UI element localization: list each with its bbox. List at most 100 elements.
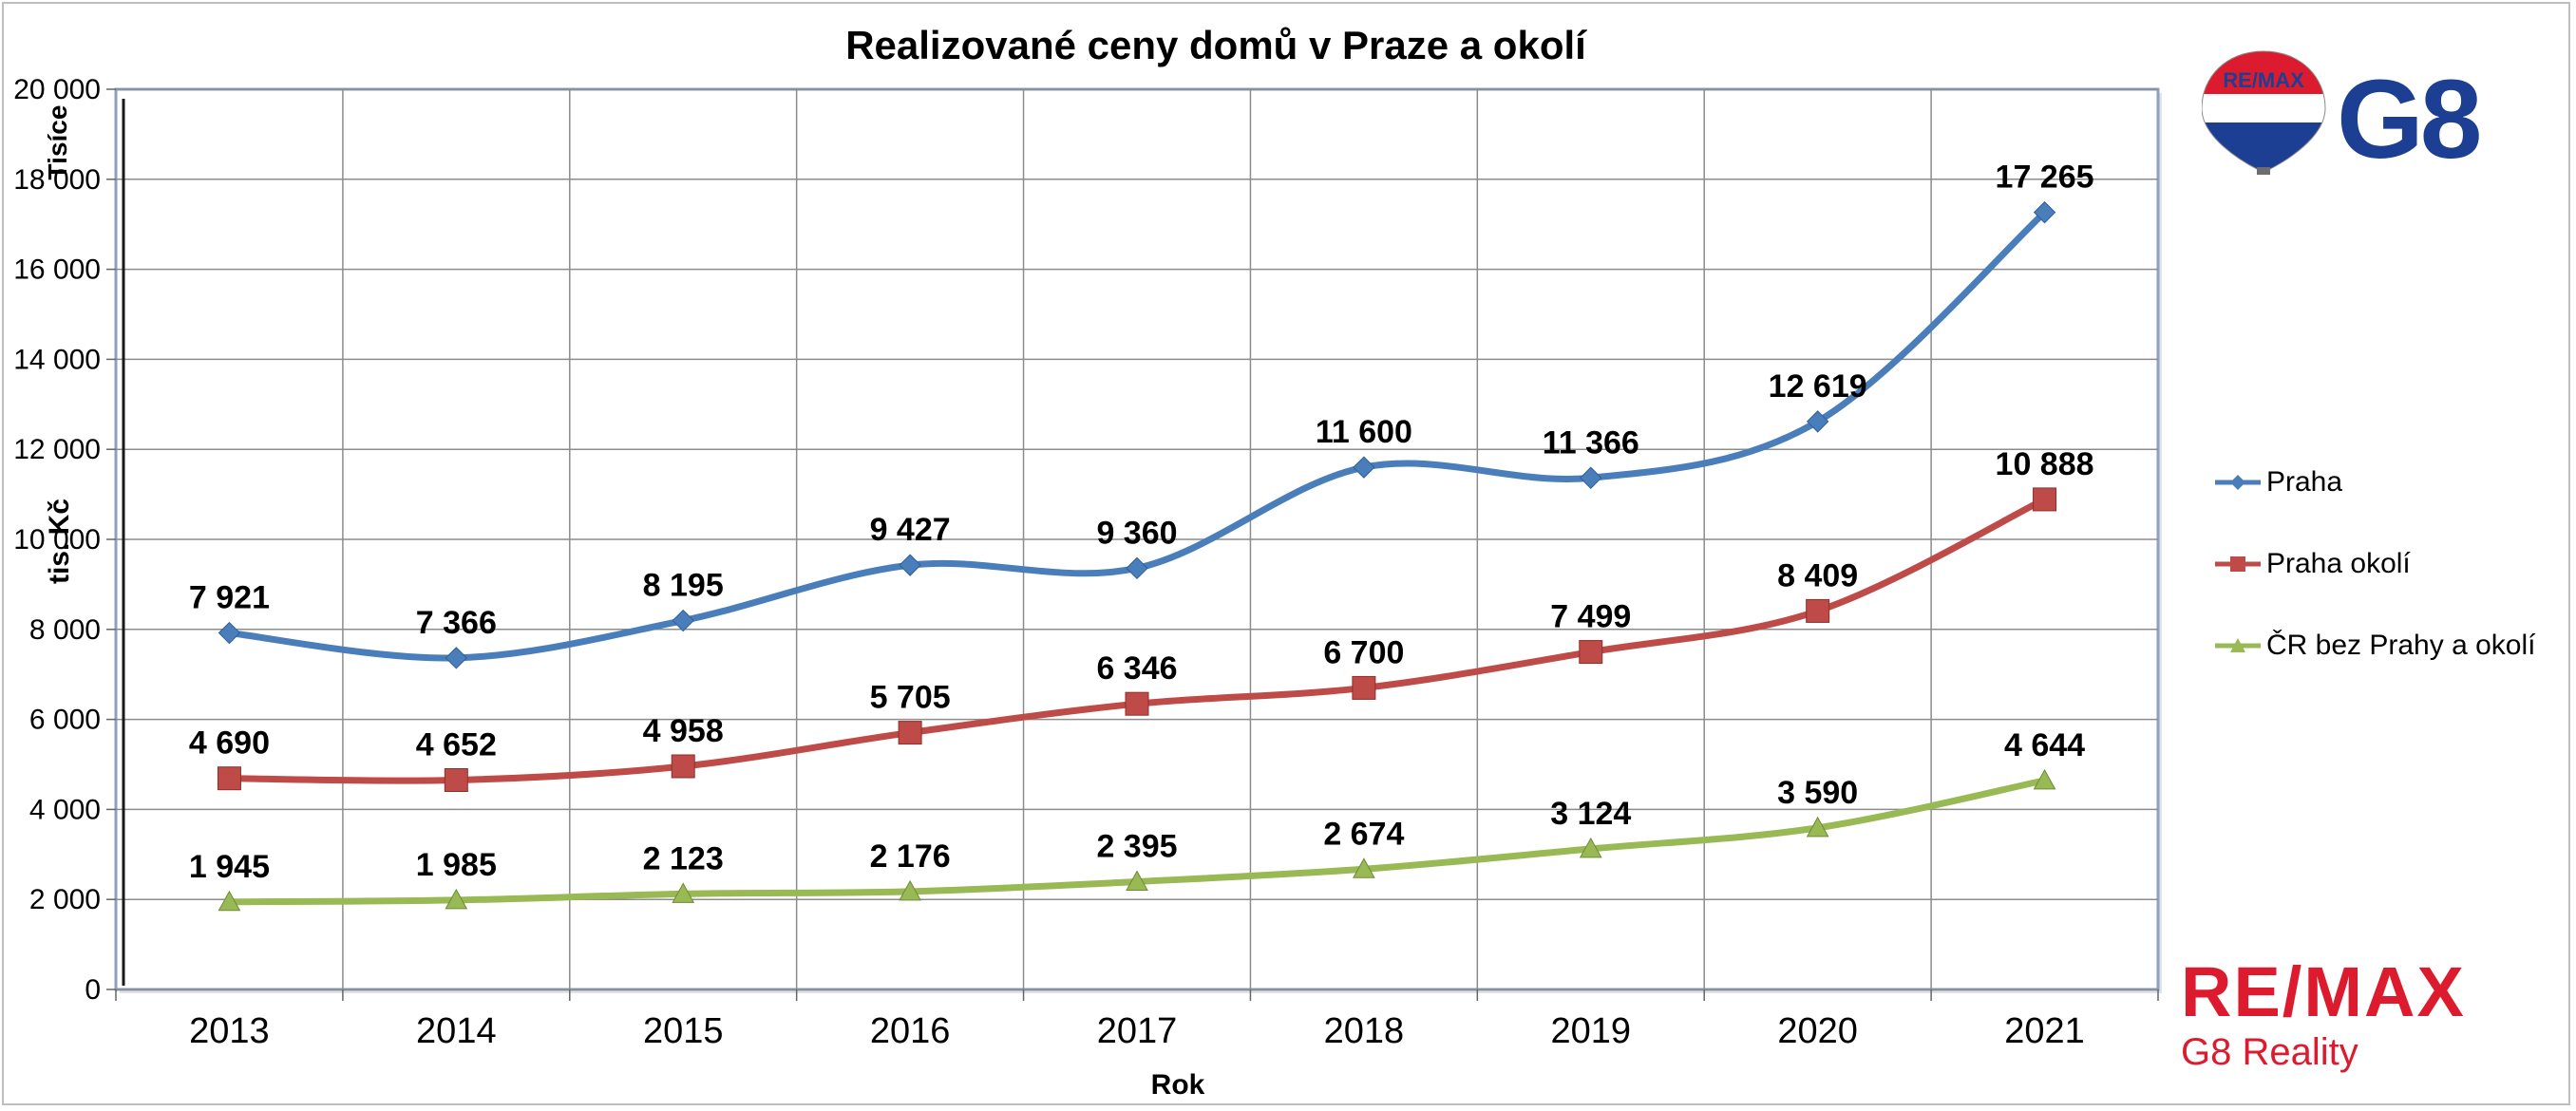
data-label: 5 705 xyxy=(870,680,951,716)
legend-label: Praha okolí xyxy=(2266,548,2411,579)
data-point xyxy=(671,754,695,779)
data-label: 2 123 xyxy=(643,840,724,876)
legend-label: ČR bez Prahy a okolí xyxy=(2266,630,2536,661)
data-point xyxy=(217,766,241,791)
data-label: 12 619 xyxy=(1769,368,1867,405)
data-label: 7 366 xyxy=(416,605,497,641)
data-point xyxy=(1126,556,1148,580)
balloon-remax-text: RE/MAX xyxy=(2223,68,2304,92)
y-tick-label: 10 000 xyxy=(13,524,101,556)
series-line xyxy=(225,209,2049,662)
x-axis-title: Rok xyxy=(1151,1069,1205,1101)
data-point xyxy=(2033,768,2056,790)
data-point xyxy=(445,647,468,669)
chart-title: Realizované ceny domů v Praze a okolí xyxy=(845,23,1587,67)
y-unit-label: Tisíce xyxy=(43,105,72,180)
y-tick-label: 20 000 xyxy=(13,74,101,105)
data-point xyxy=(1353,456,1375,479)
legend-item: Praha okolí xyxy=(2213,545,2411,583)
x-tick-label: 2014 xyxy=(416,1011,497,1051)
series-0: 7 921 7 366 8 195 9 427 9 360 11 600 11 366 12 … xyxy=(189,160,2094,669)
legend-marker xyxy=(2230,475,2245,490)
series-2: 1 945 1 985 2 123 2 176 2 395 2 674 3 124 3 590… xyxy=(189,727,2085,912)
data-point xyxy=(218,621,241,645)
data-point xyxy=(672,882,695,903)
data-point xyxy=(1353,857,1375,878)
data-point xyxy=(445,888,468,910)
y-tick-label: 6 000 xyxy=(29,705,101,736)
legend-swatch xyxy=(2215,638,2261,652)
remax-subtitle: G8 Reality xyxy=(2181,1031,2358,1073)
y-tick-label: 16 000 xyxy=(13,254,101,286)
data-label: 11 600 xyxy=(1316,414,1412,450)
data-point xyxy=(1580,466,1602,489)
data-label: 17 265 xyxy=(1996,160,2094,196)
data-point xyxy=(1579,640,1603,665)
y-tick-label: 12 000 xyxy=(13,434,101,465)
data-label: 3 124 xyxy=(1550,796,1631,832)
data-label: 4 644 xyxy=(2004,727,2085,763)
data-point xyxy=(1125,691,1149,716)
y-tick-label: 14 000 xyxy=(13,344,101,375)
data-label: 4 690 xyxy=(189,725,270,762)
data-point xyxy=(218,890,241,912)
x-tick-label: 2018 xyxy=(1324,1011,1405,1051)
legend-marker xyxy=(2230,556,2245,572)
data-label: 6 700 xyxy=(1323,634,1404,670)
x-tick-label: 2017 xyxy=(1097,1011,1178,1051)
legend-marker xyxy=(2230,638,2245,652)
data-label: 2 395 xyxy=(1096,828,1177,864)
data-label: 9 427 xyxy=(870,512,951,548)
data-point xyxy=(898,721,922,745)
g8-text: G8 xyxy=(2337,57,2479,175)
data-label: 7 499 xyxy=(1550,599,1631,635)
data-label: 8 195 xyxy=(643,568,724,604)
data-label: 2 674 xyxy=(1323,816,1404,852)
data-label: 8 409 xyxy=(1777,557,1858,593)
legend-swatch xyxy=(2215,475,2261,490)
data-point xyxy=(672,609,694,632)
data-label: 1 985 xyxy=(416,847,497,883)
x-tick-label: 2016 xyxy=(870,1011,951,1051)
data-point xyxy=(444,767,468,792)
legend-swatch xyxy=(2215,556,2261,572)
x-tick-label: 2021 xyxy=(2004,1011,2085,1051)
data-label: 3 590 xyxy=(1777,775,1858,811)
y-tick-label: 4 000 xyxy=(29,794,101,825)
data-point xyxy=(1806,816,1829,838)
data-point xyxy=(1806,598,1830,623)
legend-item: Praha xyxy=(2213,463,2342,501)
x-tick-label: 2013 xyxy=(189,1011,270,1051)
y-tick-label: 18 000 xyxy=(13,164,101,196)
data-point xyxy=(899,879,921,901)
data-label: 4 958 xyxy=(643,713,724,749)
data-point xyxy=(2033,487,2057,512)
x-tick-label: 2015 xyxy=(643,1011,724,1051)
data-point xyxy=(1352,675,1376,700)
legend-label: Praha xyxy=(2266,466,2343,498)
x-tick-label: 2020 xyxy=(1777,1011,1858,1051)
data-point xyxy=(1806,410,1829,433)
remax-wordmark: RE/MAX xyxy=(2181,952,2466,1031)
remax-g8-balloon-logo: RE/MAX G8 xyxy=(2202,50,2483,175)
legend-item: ČR bez Prahy a okolí xyxy=(2213,627,2535,665)
data-label: 10 888 xyxy=(1996,446,2094,482)
data-point xyxy=(2033,200,2056,224)
series-1: 4 690 4 652 4 958 5 705 6 346 6 700 7 499 8 409… xyxy=(189,446,2094,792)
y-tick-label: 0 xyxy=(85,974,101,1006)
y-tick-label: 8 000 xyxy=(29,614,101,646)
remax-g8-reality-logo: RE/MAX G8 Reality xyxy=(2181,952,2561,1074)
data-label: 9 360 xyxy=(1096,515,1177,551)
y-axis-title: tis. Kč xyxy=(44,499,75,584)
data-label: 1 945 xyxy=(189,849,270,885)
data-label: 4 652 xyxy=(416,726,497,763)
data-label: 7 921 xyxy=(189,580,270,616)
data-label: 6 346 xyxy=(1096,650,1177,687)
data-point xyxy=(1126,870,1148,891)
data-label: 11 366 xyxy=(1543,424,1639,461)
data-point xyxy=(1579,837,1602,858)
data-point xyxy=(899,554,921,576)
data-label: 2 176 xyxy=(870,838,951,875)
